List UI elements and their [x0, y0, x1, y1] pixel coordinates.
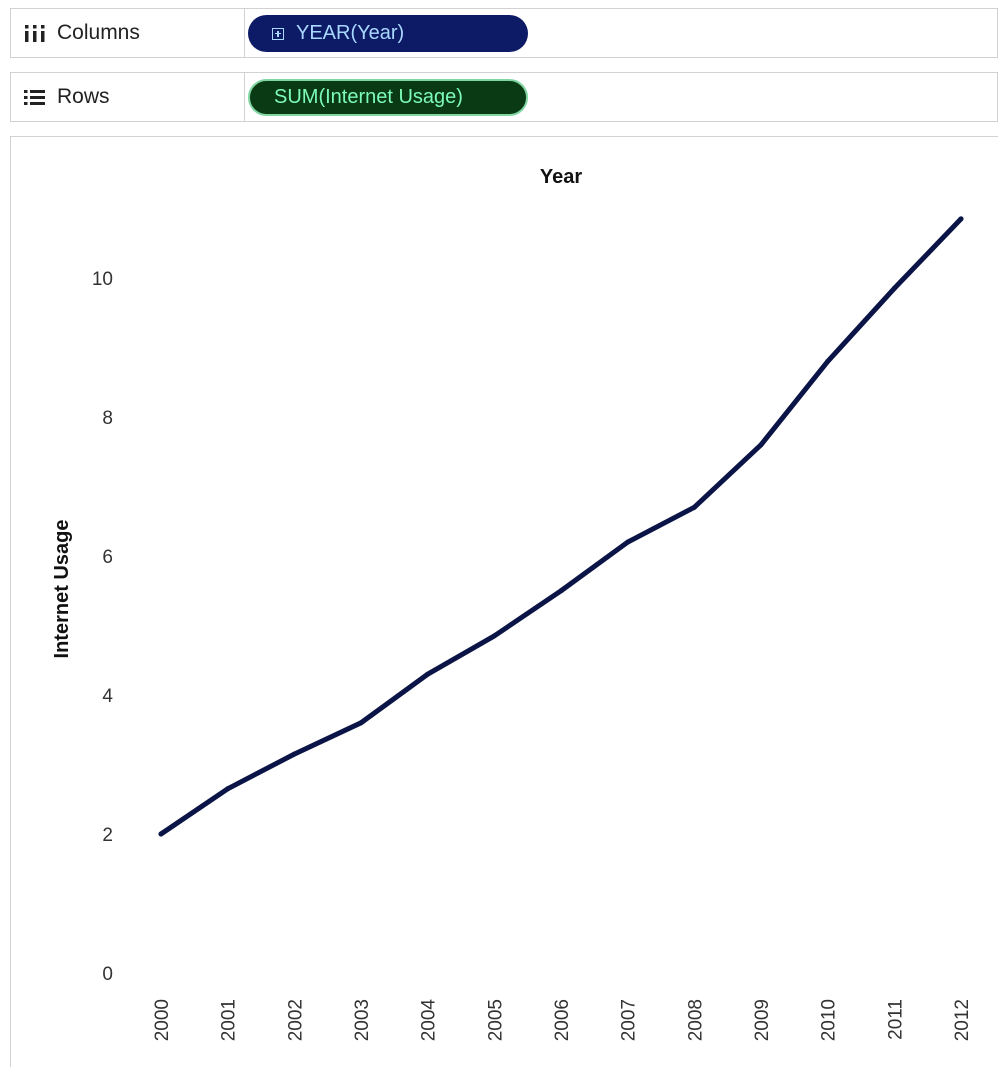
rows-shelf[interactable]: Rows SUM(Internet Usage): [10, 72, 998, 122]
data-point: [358, 720, 364, 726]
x-tick-label: 2000: [152, 999, 173, 1041]
y-tick-label: 2: [102, 825, 113, 846]
y-axis-ticks: 0 2 4 6 8 10: [92, 269, 114, 985]
data-point: [291, 751, 297, 757]
data-point: [425, 671, 431, 677]
x-tick-label: 2012: [952, 999, 973, 1041]
x-axis-ticks: 2000 2001 2002 2003 2004 2005 2006 2007 2008 2009…: [152, 999, 973, 1042]
x-tick-label: 2008: [685, 999, 706, 1041]
data-point: [158, 831, 164, 837]
year-pill[interactable]: YEAR(Year): [248, 15, 528, 52]
y-axis-title: Internet Usage: [51, 520, 73, 659]
x-tick-label: 2010: [819, 999, 840, 1041]
x-tick-label: 2007: [619, 999, 640, 1041]
internet-usage-pill-label: SUM(Internet Usage): [274, 86, 463, 108]
expand-plus-icon[interactable]: [272, 27, 284, 40]
y-tick-label: 6: [102, 547, 113, 568]
data-point: [491, 633, 497, 639]
y-tick-label: 0: [102, 964, 113, 985]
x-tick-label: 2001: [219, 999, 240, 1041]
x-tick-label: 2003: [352, 999, 373, 1041]
data-point: [625, 539, 631, 545]
rows-list-icon: [24, 90, 45, 105]
columns-icon: [25, 25, 45, 42]
x-tick-label: 2006: [552, 999, 573, 1041]
line-chart: Year Internet Usage 0 2 4 6 8 10 2000 2001 2002…: [51, 166, 973, 1042]
rows-shelf-header: Rows: [11, 73, 245, 121]
data-point: [758, 442, 764, 448]
chart-panel: Year Internet Usage 0 2 4 6 8 10 2000 2001 2002…: [10, 136, 998, 1067]
x-axis-title: Year: [540, 166, 582, 188]
x-tick-label: 2002: [285, 999, 306, 1041]
y-tick-label: 4: [102, 686, 113, 707]
rows-label: Rows: [57, 85, 110, 108]
year-pill-label: YEAR(Year): [296, 22, 405, 44]
columns-label: Columns: [57, 21, 140, 44]
columns-shelf[interactable]: Columns YEAR(Year): [10, 8, 998, 58]
y-tick-label: 10: [92, 269, 113, 290]
data-point: [691, 504, 697, 510]
data-point: [225, 786, 231, 792]
data-point: [958, 216, 964, 222]
x-tick-label: 2005: [485, 999, 506, 1041]
y-tick-label: 8: [102, 408, 113, 429]
x-tick-label: 2004: [419, 999, 440, 1042]
data-point: [825, 358, 831, 364]
series-line: [158, 216, 964, 837]
internet-usage-pill[interactable]: SUM(Internet Usage): [248, 79, 528, 116]
data-point: [558, 588, 564, 594]
x-tick-label: 2011: [885, 999, 906, 1040]
series-layer: [158, 216, 964, 837]
columns-shelf-header: Columns: [11, 9, 245, 57]
x-tick-label: 2009: [752, 999, 773, 1041]
data-point: [891, 285, 897, 291]
